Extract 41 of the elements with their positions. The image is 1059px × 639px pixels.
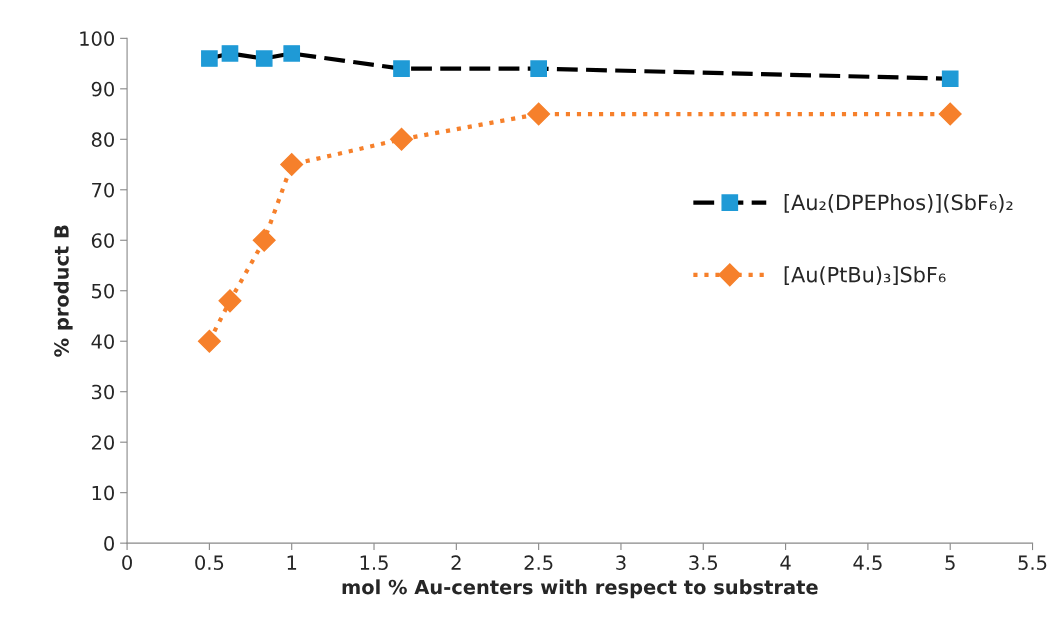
x-tick-label: 4.5 — [853, 555, 882, 571]
point — [221, 45, 239, 62]
y-tick-label: 20 — [91, 435, 114, 450]
point — [218, 289, 242, 313]
y-tick-label: 0 — [104, 536, 114, 551]
point — [941, 70, 959, 88]
x-tick-label: 5 — [945, 555, 955, 571]
point — [390, 127, 414, 151]
point — [527, 102, 551, 126]
x-tick-label: 3 — [616, 555, 626, 571]
y-axis-title: % product B — [53, 225, 73, 357]
legend-label: [Au(PtBu)₃]SbF₆ — [784, 266, 946, 285]
y-tick-label: 90 — [91, 81, 114, 97]
y-tick-label: 70 — [92, 182, 114, 198]
x-tick-label: 0 — [122, 555, 132, 571]
y-tick-label: 100 — [80, 31, 114, 46]
x-tick-label: 3.5 — [689, 555, 718, 571]
point — [252, 228, 276, 252]
legend-label: [Au₂(DPEPhos)](SbF₆)₂ — [784, 194, 1013, 213]
point — [197, 329, 221, 353]
point — [530, 60, 547, 77]
point — [393, 60, 410, 77]
y-tick-label: 50 — [92, 283, 114, 299]
point — [938, 102, 962, 126]
point — [283, 45, 301, 62]
y-tick-label: 40 — [91, 334, 114, 349]
point — [255, 50, 273, 67]
x-tick-label: 2 — [451, 555, 461, 570]
y-tick-label: 30 — [92, 384, 114, 400]
y-tick-label: 10 — [92, 485, 114, 501]
x-tick-label: 0.5 — [195, 555, 224, 571]
x-tick-label: 1.5 — [360, 555, 388, 571]
y-tick-label: 80 — [91, 132, 114, 147]
point — [280, 153, 304, 177]
x-tick-label: 5.5 — [1018, 555, 1047, 571]
point — [201, 50, 218, 67]
x-axis-title: mol % Au-centers with respect to substrate — [342, 579, 818, 599]
x-tick-label: 2.5 — [524, 555, 553, 571]
y-tick-label: 60 — [91, 233, 114, 248]
x-tick-label: 4 — [780, 555, 791, 570]
x-tick-label: 1 — [287, 555, 297, 570]
